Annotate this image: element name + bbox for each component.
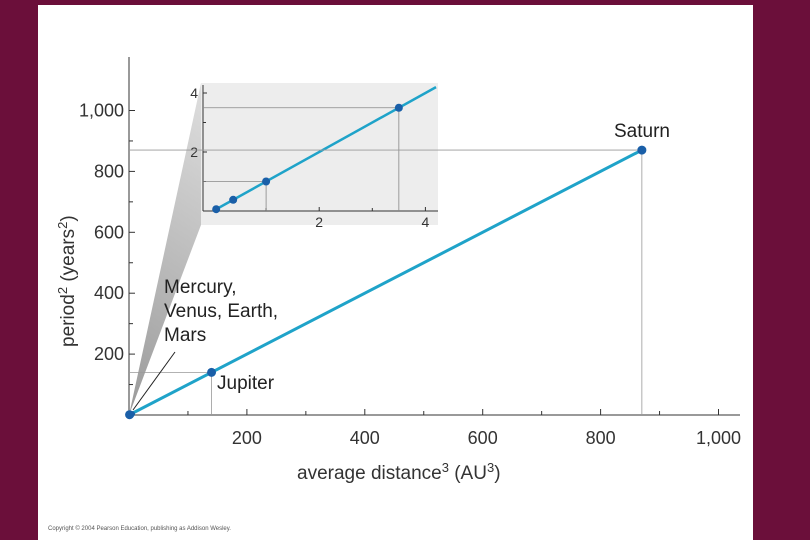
chart: 2 4 2 4 200 400 600 800 1,000 200 400 600 800 1,000 S… (55, 57, 741, 485)
inner-planets-label: Mars (164, 325, 206, 346)
slide: 2 4 2 4 200 400 600 800 1,000 200 400 600 800 1,000 S… (38, 5, 753, 540)
y-tick-label: 400 (94, 283, 124, 303)
data-point (207, 367, 217, 377)
jupiter-label: Jupiter (217, 373, 275, 394)
inset-data-point (394, 103, 403, 112)
x-tick-label: 1,000 (696, 428, 741, 448)
inset-data-point (229, 195, 238, 204)
x-tick-label: 800 (586, 428, 616, 448)
y-axis-title: period2 (years2) (55, 215, 80, 347)
data-point (637, 145, 647, 155)
y-tick-label: 600 (94, 222, 124, 242)
inset-y-tick-label: 2 (190, 144, 198, 160)
inner-planets-pointer (132, 351, 176, 411)
copyright-notice: Copyright © 2004 Pearson Education, publ… (48, 526, 231, 532)
inner-planets-label: Venus, Earth, (164, 301, 278, 322)
y-tick-label: 1,000 (79, 101, 124, 121)
inset-y-tick-label: 4 (190, 85, 198, 101)
inset-x-tick-label: 2 (315, 214, 323, 230)
x-tick-label: 200 (232, 428, 262, 448)
y-tick-label: 800 (94, 161, 124, 181)
x-axis-title: average distance3 (AU3) (297, 460, 501, 485)
x-tick-label: 400 (350, 428, 380, 448)
data-point (129, 411, 135, 417)
inset-panel (201, 83, 438, 225)
x-tick-label: 600 (468, 428, 498, 448)
inset-data-point (212, 205, 221, 214)
saturn-label: Saturn (614, 121, 670, 142)
inner-planets-label: Mercury, (164, 277, 236, 298)
y-tick-label: 200 (94, 344, 124, 364)
inset-data-point (262, 177, 271, 186)
inset-x-tick-label: 4 (422, 214, 430, 230)
